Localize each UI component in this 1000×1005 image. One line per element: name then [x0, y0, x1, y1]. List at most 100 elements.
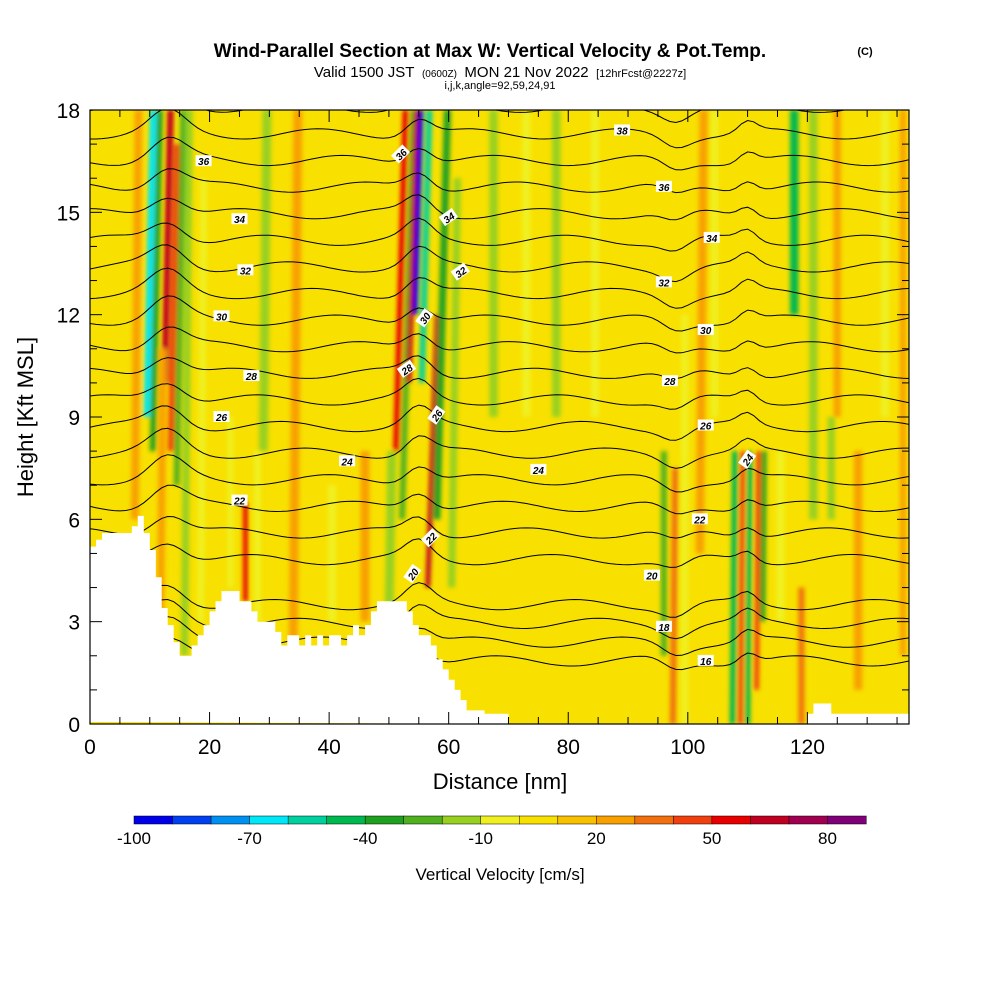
velocity-band	[854, 451, 863, 690]
colorbar-swatch	[364, 815, 405, 825]
subtitle-date: MON 21 Nov 2022	[464, 64, 588, 81]
theta-contour	[90, 404, 909, 441]
theta-contour	[90, 377, 909, 410]
velocity-band	[167, 144, 181, 452]
theta-label-bg	[231, 213, 248, 225]
velocity-band	[258, 110, 272, 452]
theta-label-bg	[396, 359, 417, 378]
colorbar-label: Vertical Velocity [cm/s]	[415, 865, 584, 884]
theta-label-text: 22	[233, 497, 246, 508]
theta-label-bg	[237, 264, 254, 276]
theta-label-text: 16	[700, 657, 712, 668]
y-tick-label: 12	[57, 305, 80, 328]
colorbar-swatch	[827, 815, 867, 825]
theta-label-text: 30	[216, 312, 228, 323]
theta-label: 30	[415, 308, 434, 328]
velocity-band	[253, 451, 261, 622]
colorbar-tick-label: -100	[117, 829, 151, 848]
theta-contour	[90, 110, 909, 149]
theta-label-bg	[661, 375, 678, 387]
theta-label: 16	[697, 654, 714, 668]
theta-label-text: 36	[198, 157, 210, 168]
x-axis-ticks: 0 20 40 60 80 100 120	[84, 110, 898, 759]
colorbar-swatch	[249, 815, 289, 825]
x-tick-label: 20	[198, 736, 221, 759]
colorbar-swatch	[596, 815, 636, 825]
chart-title: Wind-Parallel Section at Max W: Vertical…	[214, 41, 766, 62]
theta-label: 22	[691, 513, 708, 526]
velocity-band	[393, 110, 409, 452]
theta-contour	[90, 136, 909, 171]
theta-label: 32	[237, 264, 254, 277]
velocity-bands	[130, 110, 907, 724]
theta-label-bg	[697, 654, 714, 666]
x-axis-label: Distance [nm]	[433, 769, 568, 794]
theta-label-text: 38	[617, 127, 629, 138]
velocity-band	[790, 110, 799, 315]
velocity-band	[360, 451, 370, 622]
theta-contour	[90, 538, 909, 568]
subtitle-utc: (0600Z)	[422, 69, 457, 80]
velocity-band	[180, 110, 193, 656]
theta-label-text: 20	[645, 572, 658, 583]
theta-label-bg	[450, 262, 471, 281]
theta-contour	[90, 454, 909, 493]
velocity-band	[425, 314, 440, 588]
theta-label: 34	[438, 207, 459, 226]
theta-label: 28	[661, 375, 678, 388]
y-tick-label: 18	[57, 100, 80, 123]
theta-label: 32	[655, 276, 672, 289]
velocity-band	[744, 451, 753, 724]
theta-label-bg	[213, 310, 230, 322]
theta-label-bg	[614, 124, 631, 136]
y-tick-label: 0	[68, 714, 80, 737]
velocity-band	[149, 110, 163, 452]
velocity-band	[227, 417, 234, 588]
theta-label-bg	[213, 411, 230, 422]
velocity-band	[833, 110, 841, 417]
theta-label-bg	[243, 370, 260, 382]
theta-label: 18	[655, 620, 672, 634]
colorbar-tick-label: 20	[587, 829, 606, 848]
theta-label: 22	[231, 494, 248, 508]
x-tick-label: 120	[790, 736, 825, 759]
theta-label-bg	[643, 569, 660, 581]
theta-label: 26	[213, 411, 230, 424]
theta-label-text: 24	[532, 466, 545, 477]
y-axis-label: Height [Kft MSL]	[13, 337, 38, 497]
theta-contour	[90, 217, 909, 252]
theta-contour	[90, 484, 909, 515]
theta-label-bg	[231, 494, 248, 506]
theta-contour	[90, 326, 909, 354]
colorbar-swatch	[673, 815, 713, 825]
velocity-band	[759, 451, 767, 622]
theta-label-text: 32	[240, 266, 252, 277]
theta-label-text: 28	[245, 372, 258, 383]
theta-contour	[90, 515, 909, 539]
y-tick-label: 6	[68, 509, 80, 532]
theta-label-text: 24	[341, 457, 354, 468]
x-tick-label: 60	[437, 736, 460, 759]
colorbar-swatch	[788, 815, 829, 825]
colorbar-tick-label: 80	[818, 829, 837, 848]
theta-label: 34	[231, 213, 248, 226]
theta-label: 38	[614, 124, 631, 138]
theta-label-bg	[691, 513, 708, 525]
velocity-band	[880, 110, 890, 417]
colorbar-swatch	[210, 815, 251, 825]
velocity-band	[754, 451, 762, 690]
theta-label-text: 26	[699, 422, 712, 433]
colorbar-tick-label: -10	[468, 829, 493, 848]
theta-label-text: 26	[215, 413, 228, 424]
colorbar-swatch	[326, 815, 366, 825]
x-tick-label: 0	[84, 736, 96, 759]
theta-label-bg	[391, 144, 411, 164]
theta-label-text: 36	[658, 183, 670, 194]
colorbar-swatch	[172, 815, 212, 825]
theta-label: 36	[195, 155, 212, 168]
velocity-band	[327, 485, 337, 622]
velocity-band	[681, 314, 689, 724]
velocity-band	[197, 178, 208, 622]
